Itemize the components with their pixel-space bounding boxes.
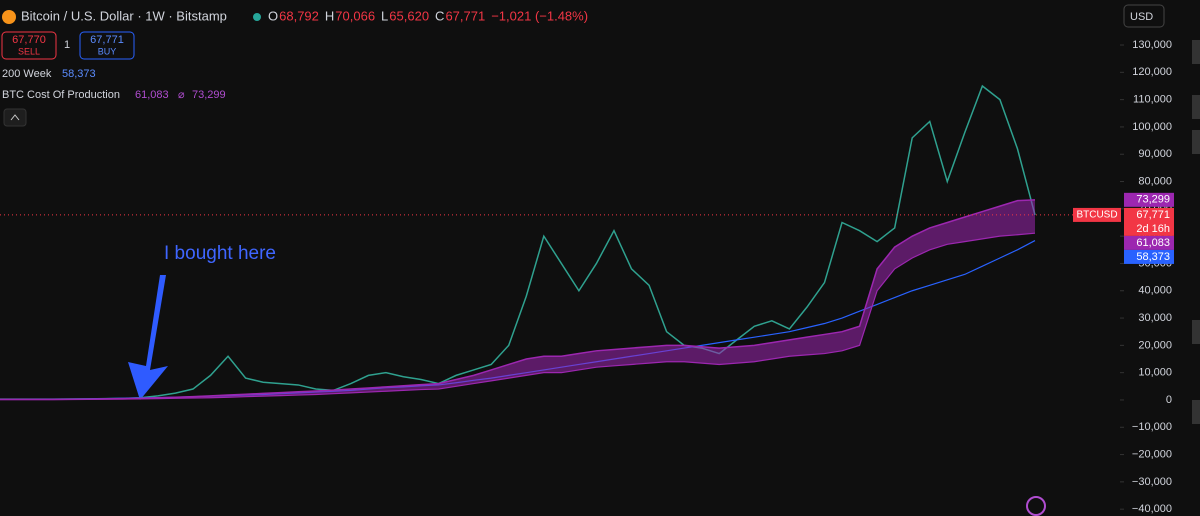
price-tag-label: 67,771 bbox=[1136, 209, 1170, 221]
indicator-value: 58,373 bbox=[62, 68, 96, 80]
band-upper bbox=[0, 199, 1036, 401]
change: −1,021 (−1.48%) bbox=[491, 8, 588, 23]
price-tag bbox=[1124, 207, 1174, 236]
currency-box[interactable] bbox=[1123, 4, 1165, 28]
tool-icon[interactable] bbox=[1192, 400, 1200, 424]
price-tag bbox=[1124, 192, 1174, 207]
annotation: I bought here bbox=[164, 243, 276, 264]
price-tag-label: 61,083 bbox=[1136, 237, 1170, 249]
y-tick-label: −40,000 bbox=[1132, 503, 1172, 515]
y-tick-label: −10,000 bbox=[1132, 421, 1172, 433]
buy-button[interactable] bbox=[79, 31, 135, 60]
y-tick-label: 90,000 bbox=[1138, 148, 1172, 160]
y-tick-label: 20,000 bbox=[1138, 339, 1172, 351]
coin-icon bbox=[2, 10, 16, 24]
ohlc-key: H bbox=[325, 8, 334, 23]
symbol-tag-label: BTCUSD bbox=[1076, 210, 1117, 221]
series-line bbox=[0, 84, 1036, 400]
tool-icon[interactable] bbox=[1192, 130, 1200, 154]
sell-price: 67,770 bbox=[12, 34, 46, 46]
price-tag-label: 58,373 bbox=[1136, 251, 1170, 263]
tool-icon[interactable] bbox=[1192, 320, 1200, 344]
series-line bbox=[0, 232, 1036, 401]
qty: 1 bbox=[64, 39, 70, 51]
ohlc-key: O bbox=[268, 8, 278, 23]
y-tick-label: 130,000 bbox=[1132, 39, 1172, 51]
sell-button[interactable] bbox=[1, 31, 57, 60]
collapse-button[interactable] bbox=[3, 108, 27, 127]
ohlc-value: 70,066 bbox=[335, 8, 375, 23]
band-fill bbox=[0, 199, 1035, 400]
y-tick-label: 0 bbox=[1166, 394, 1172, 406]
side-toolbar bbox=[1192, 40, 1200, 424]
ohlc-key: L bbox=[381, 8, 388, 23]
y-tick-label: 110,000 bbox=[1133, 94, 1172, 106]
currency: USD bbox=[1130, 11, 1153, 23]
ohlc-value: 68,792 bbox=[279, 8, 319, 23]
assistant-icon[interactable] bbox=[1026, 496, 1046, 516]
y-tick-label: −20,000 bbox=[1132, 448, 1172, 460]
sell-label: SELL bbox=[18, 46, 40, 56]
ohlc-value: 67,771 bbox=[445, 8, 485, 23]
y-tick-label: 80,000 bbox=[1138, 175, 1172, 187]
y-tick-label: 120,000 bbox=[1132, 66, 1172, 78]
buy-price: 67,771 bbox=[90, 34, 124, 46]
price-tag bbox=[1124, 249, 1174, 264]
ohlc-key: C bbox=[435, 8, 444, 23]
price-tag bbox=[1124, 235, 1174, 250]
indicator-value: 61,083 bbox=[135, 89, 169, 101]
indicator-name: 200 Week bbox=[2, 68, 52, 80]
arrow bbox=[128, 275, 168, 400]
buy-label: BUY bbox=[98, 46, 117, 56]
y-tick-label: 30,000 bbox=[1138, 312, 1172, 324]
status-dot bbox=[253, 13, 261, 21]
price-tag-label: 73,299 bbox=[1136, 194, 1170, 206]
indicator-value: 73,299 bbox=[192, 89, 226, 101]
ohlc-value: 65,620 bbox=[389, 8, 429, 23]
y-tick-label: 100,000 bbox=[1132, 121, 1172, 133]
price-tag-sub: 2d 16h bbox=[1136, 223, 1170, 235]
tool-icon[interactable] bbox=[1192, 95, 1200, 119]
indicator-value: ⌀ bbox=[178, 89, 185, 101]
symbol-tag bbox=[1073, 207, 1121, 222]
indicator-name: BTC Cost Of Production bbox=[2, 89, 120, 101]
tool-icon[interactable] bbox=[1192, 40, 1200, 64]
symbol: Bitcoin / U.S. Dollar · 1W · Bitstamp bbox=[21, 8, 227, 23]
y-tick-label: 40,000 bbox=[1138, 285, 1172, 297]
collapse-icon bbox=[10, 114, 20, 121]
y-tick-label: −30,000 bbox=[1132, 476, 1172, 488]
y-tick-label: 10,000 bbox=[1138, 367, 1172, 379]
